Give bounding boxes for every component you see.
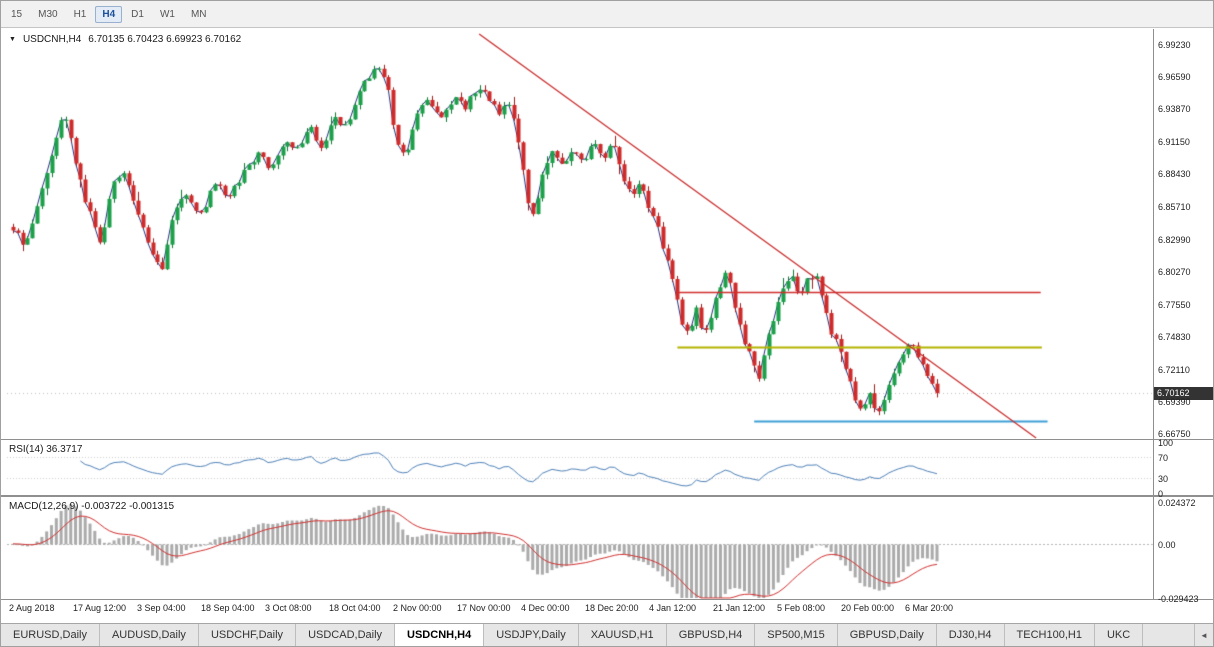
chart-tab-dj30-h4[interactable]: DJ30,H4	[936, 624, 1005, 646]
time-axis-label[interactable]: 21 Jan 12:00	[713, 603, 766, 613]
price-scale-label: 6.99230	[1158, 40, 1191, 50]
price-scale-label: 6.93870	[1158, 104, 1191, 115]
price-scale-label: 6.96590	[1158, 71, 1191, 82]
time-axis-label[interactable]: 2 Nov 00:00	[393, 603, 442, 613]
quick-trade-dropdown-icon[interactable]: ▼	[9, 36, 16, 43]
chart-tab-bar: EURUSD,Daily AUDUSD,Daily USDCHF,Daily USDC…	[1, 623, 1213, 646]
pane-separator	[1, 599, 1213, 600]
time-axis-label[interactable]: 4 Jan 12:00	[649, 603, 697, 613]
time-axis-label[interactable]: 18 Oct 04:00	[329, 603, 381, 613]
timeframe-button-d1[interactable]: D1	[131, 8, 144, 20]
tab-scroll-left-icon[interactable]: ◄	[1194, 624, 1213, 646]
rsi-scale-label: 100	[1158, 438, 1174, 448]
pane-separator[interactable]	[1, 495, 1213, 497]
price-scale-label: 6.80270	[1158, 267, 1191, 278]
price-scale-label: 6.85710	[1158, 201, 1191, 212]
timeframe-button-15[interactable]: 15	[11, 8, 23, 20]
chart-tab-usdcnh-h4[interactable]: USDCNH,H4	[395, 624, 485, 646]
chart-tab-ukc[interactable]: UKC	[1094, 624, 1144, 646]
chart-tab-usdcad-daily[interactable]: USDCAD,Daily	[296, 624, 396, 646]
macd-scale-label: -0.029423	[1158, 594, 1199, 604]
time-axis-label[interactable]: 18 Dec 20:00	[585, 603, 639, 613]
time-axis-label[interactable]: 3 Oct 08:00	[265, 603, 312, 613]
time-axis-label[interactable]: 4 Dec 00:00	[521, 603, 570, 613]
price-scale-label: 6.77550	[1158, 299, 1191, 310]
time-axis-label[interactable]: 6 Mar 20:00	[905, 603, 954, 613]
price-scale-label: 6.66750	[1158, 429, 1191, 439]
time-axis-label[interactable]: 2 Aug 2018	[9, 603, 55, 613]
chart-tab-usdchf-daily[interactable]: USDCHF,Daily	[198, 624, 297, 646]
price-scale-label: 6.88430	[1158, 169, 1191, 180]
rsi-scale-label: 70	[1158, 453, 1169, 464]
time-axis-label[interactable]: 18 Sep 04:00	[201, 603, 255, 613]
rsi-scale-label: 30	[1158, 473, 1169, 484]
time-axis-label[interactable]: 3 Sep 04:00	[137, 603, 186, 613]
timeframe-button-mn[interactable]: MN	[190, 8, 207, 20]
timeframe-button-m30[interactable]: M30	[38, 8, 58, 20]
chart-tab-gbpusd-daily[interactable]: GBPUSD,Daily	[837, 624, 937, 646]
chart-tab-audusd-daily[interactable]: AUDUSD,Daily	[99, 624, 199, 646]
price-scale-label: 6.69390	[1158, 397, 1191, 408]
time-axis-label[interactable]: 17 Nov 00:00	[457, 603, 511, 613]
chart-legend: ▼ USDCNH,H4 6.70135 6.70423 6.69923 6.70…	[9, 34, 241, 45]
macd-scale-label: 0.024372	[1158, 498, 1196, 508]
rsi-indicator-label: RSI(14) 36.3717	[9, 444, 83, 455]
ohlc-values: 6.70135 6.70423 6.69923 6.70162	[88, 34, 242, 45]
price-scale-separator	[1153, 29, 1154, 599]
chart-tab-usdjpy-daily[interactable]: USDJPY,Daily	[484, 624, 579, 646]
chart-tab-eurusd-daily[interactable]: EURUSD,Daily	[1, 624, 100, 646]
price-scale-label: 6.91150	[1158, 136, 1190, 147]
price-scale-label: 6.72110	[1158, 364, 1190, 375]
chart-tab-sp500-m15[interactable]: SP500,M15	[755, 624, 838, 646]
macd-scale-label: 0.00	[1158, 539, 1176, 550]
time-axis-label[interactable]: 17 Aug 12:00	[73, 603, 127, 613]
time-axis-label[interactable]: 5 Feb 08:00	[777, 603, 826, 613]
macd-indicator-label: MACD(12,26,9) -0.003722 -0.001315	[9, 501, 175, 512]
pane-separator[interactable]	[1, 439, 1213, 440]
symbol-title: USDCNH,H4	[22, 34, 82, 45]
price-scale-label: 6.74830	[1158, 332, 1191, 343]
chart-tab-xauusd-h1[interactable]: XAUUSD,H1	[578, 624, 667, 646]
time-axis-label[interactable]: 20 Feb 00:00	[841, 603, 895, 613]
timeframe-toolbar: 15 M30 H1 H4 D1 W1 MN	[1, 1, 1213, 28]
timeframe-button-w1[interactable]: W1	[159, 8, 175, 20]
price-scale-label: 6.82990	[1158, 234, 1191, 245]
chart-tab-gbpusd-h4[interactable]: GBPUSD,H4	[666, 624, 756, 646]
chart-tab-tech100-h1[interactable]: TECH100,H1	[1004, 624, 1095, 646]
timeframe-button-h1[interactable]: H1	[73, 8, 87, 20]
timeframe-button-h4[interactable]: H4	[95, 5, 123, 23]
rsi-scale-label: 0	[1158, 489, 1164, 499]
current-price-badge: 6.70162	[1154, 387, 1213, 401]
